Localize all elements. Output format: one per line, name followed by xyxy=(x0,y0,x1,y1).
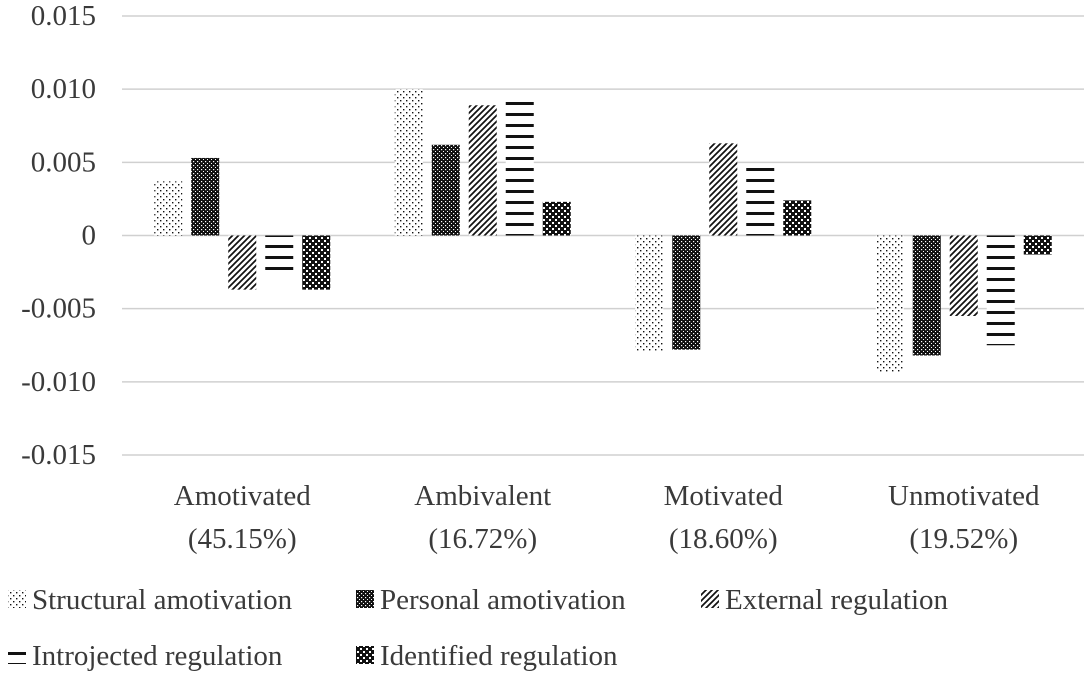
legend-swatch xyxy=(701,590,719,608)
legend: Structural amotivation Personal amotivati… xyxy=(8,584,949,672)
y-tick-label: -0.010 xyxy=(21,366,96,398)
bar-identified-regulation-ambivalent xyxy=(542,201,571,236)
bar-external-regulation-motivated xyxy=(709,143,738,236)
legend-label: Personal amotivation xyxy=(380,584,626,616)
bar-structural-amotivation-amotivated xyxy=(154,181,183,236)
y-tick-label: 0.015 xyxy=(31,0,96,32)
legend-item: External regulation xyxy=(701,584,949,616)
category-percent: (16.72%) xyxy=(428,523,537,555)
bar-personal-amotivation-ambivalent xyxy=(431,144,460,236)
x-axis-categories: Amotivated (45.15%) Ambivalent (16.72%) Moti… xyxy=(174,480,1040,555)
y-tick-label: 0.005 xyxy=(31,146,96,178)
bar-identified-regulation-unmotivated xyxy=(1023,235,1052,255)
legend-swatch xyxy=(356,646,374,664)
y-tick-label: 0 xyxy=(82,220,97,252)
bar-identified-regulation-motivated xyxy=(783,200,812,236)
bar-structural-amotivation-unmotivated xyxy=(875,235,904,372)
category-label: Amotivated xyxy=(174,480,311,512)
legend-item: Introjected regulation xyxy=(8,640,283,672)
y-axis-ticks: 0.015 0.010 0.005 0 -0.005 -0.010 -0.015 xyxy=(21,0,96,471)
legend-item: Personal amotivation xyxy=(356,584,626,616)
bar-external-regulation-amotivated xyxy=(228,235,257,290)
legend-item: Structural amotivation xyxy=(8,584,293,616)
bar-personal-amotivation-unmotivated xyxy=(912,235,941,356)
legend-swatch xyxy=(356,590,374,608)
y-tick-label: -0.005 xyxy=(21,293,96,325)
legend-label: External regulation xyxy=(725,584,949,616)
y-tick-label: -0.015 xyxy=(21,439,96,471)
bar-identified-regulation-amotivated xyxy=(302,235,331,290)
category-label: Ambivalent xyxy=(414,480,551,512)
legend-swatch xyxy=(8,646,26,664)
category-label: Motivated xyxy=(664,480,784,512)
bar-introjected-regulation-motivated xyxy=(746,165,775,236)
bar-introjected-regulation-amotivated xyxy=(265,235,294,274)
category-percent: (45.15%) xyxy=(188,523,297,555)
category-percent: (19.52%) xyxy=(909,523,1018,555)
category-percent: (18.60%) xyxy=(669,523,778,555)
legend-label: Structural amotivation xyxy=(32,584,293,616)
bar-personal-amotivation-amotivated xyxy=(191,157,220,236)
legend-item: Identified regulation xyxy=(356,640,618,672)
bar-external-regulation-unmotivated xyxy=(949,235,978,316)
legend-label: Identified regulation xyxy=(380,640,618,672)
category-label: Unmotivated xyxy=(888,480,1040,512)
legend-label: Introjected regulation xyxy=(32,640,283,672)
legend-swatch xyxy=(8,590,26,608)
bar-structural-amotivation-ambivalent xyxy=(394,89,423,236)
bar-introjected-regulation-ambivalent xyxy=(505,97,534,236)
bar-introjected-regulation-unmotivated xyxy=(986,235,1015,346)
bar-external-regulation-ambivalent xyxy=(468,105,497,236)
bar-personal-amotivation-motivated xyxy=(672,235,701,350)
bar-structural-amotivation-motivated xyxy=(635,235,664,352)
y-tick-label: 0.010 xyxy=(31,73,96,105)
bars xyxy=(154,89,1052,372)
